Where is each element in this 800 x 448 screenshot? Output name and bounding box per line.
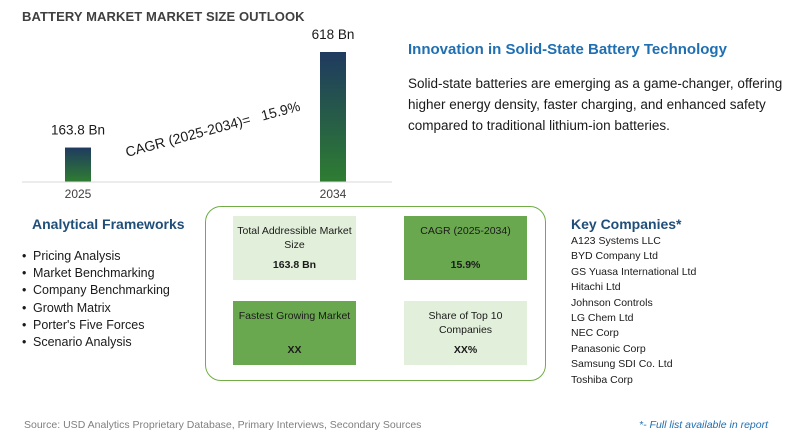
x-tick-2025: 2025 (65, 187, 92, 201)
company-item: Panasonic Corp (571, 342, 646, 355)
company-item: LG Chem Ltd (571, 311, 634, 324)
innovation-title: Innovation in Solid-State Battery Techno… (408, 41, 727, 58)
bullet-icon: • (22, 317, 27, 332)
framework-item: • Scenario Analysis (22, 334, 170, 351)
bullet-icon: • (22, 334, 27, 349)
framework-item: • Market Benchmarking (22, 265, 170, 282)
companies-list: A123 Systems LLC BYD Company Ltd GS Yuas… (571, 234, 696, 388)
company-item: Hitachi Ltd (571, 281, 621, 294)
metric-card-fastest-market: Fastest Growing Market XX (233, 301, 356, 365)
company-item: Toshiba Corp (571, 373, 633, 386)
bullet-icon: • (22, 283, 27, 298)
x-tick-2034: 2034 (320, 187, 347, 201)
cagr-annotation: CAGR (2025-2034)= 15.9% (124, 98, 302, 160)
metric-card-market-size: Total Addressible Market Size 163.8 Bn (233, 216, 356, 280)
metric-card-top10-share: Share of Top 10 Companies XX% (404, 301, 527, 365)
company-item: A123 Systems LLC (571, 235, 661, 247)
bullet-icon: • (22, 249, 27, 263)
data-label-2025: 163.8 Bn (51, 123, 105, 138)
company-item: Johnson Controls (571, 296, 653, 309)
framework-item: • Company Benchmarking (22, 282, 170, 299)
data-label-2034: 618 Bn (312, 27, 355, 42)
framework-item: • Growth Matrix (22, 300, 170, 317)
innovation-description: Solid-state batteries are emerging as a … (408, 76, 783, 133)
framework-item: • Pricing Analysis (22, 248, 170, 265)
companies-title: Key Companies* (571, 216, 682, 232)
full-list-note: *- Full list available in report (639, 419, 768, 431)
company-item: Samsung SDI Co. Ltd (571, 358, 673, 371)
page-title: BATTERY MARKET MARKET SIZE OUTLOOK (22, 9, 305, 24)
company-item: BYD Company Ltd (571, 250, 658, 263)
source-note: Source: USD Analytics Proprietary Databa… (24, 419, 422, 431)
market-size-chart: 163.8 Bn 2025 618 Bn 2034 CAGR (2025-2034)=… (22, 27, 392, 201)
company-item: NEC Corp (571, 327, 619, 340)
metric-card-cagr: CAGR (2025-2034) 15.9% (404, 216, 527, 280)
bullet-icon: • (22, 266, 27, 281)
framework-item: • Porter's Five Forces (22, 317, 170, 334)
company-item: GS Yuasa International Ltd (571, 265, 697, 278)
bar-2034 (320, 52, 346, 182)
bullet-icon: • (22, 300, 27, 315)
frameworks-list: • Pricing Analysis • Market Benchmarking •… (22, 248, 170, 351)
key-metrics-panel: Total Addressible Market Size 163.8 Bn C… (205, 206, 546, 381)
frameworks-title: Analytical Frameworks (32, 216, 185, 232)
bar-2025 (65, 147, 91, 182)
